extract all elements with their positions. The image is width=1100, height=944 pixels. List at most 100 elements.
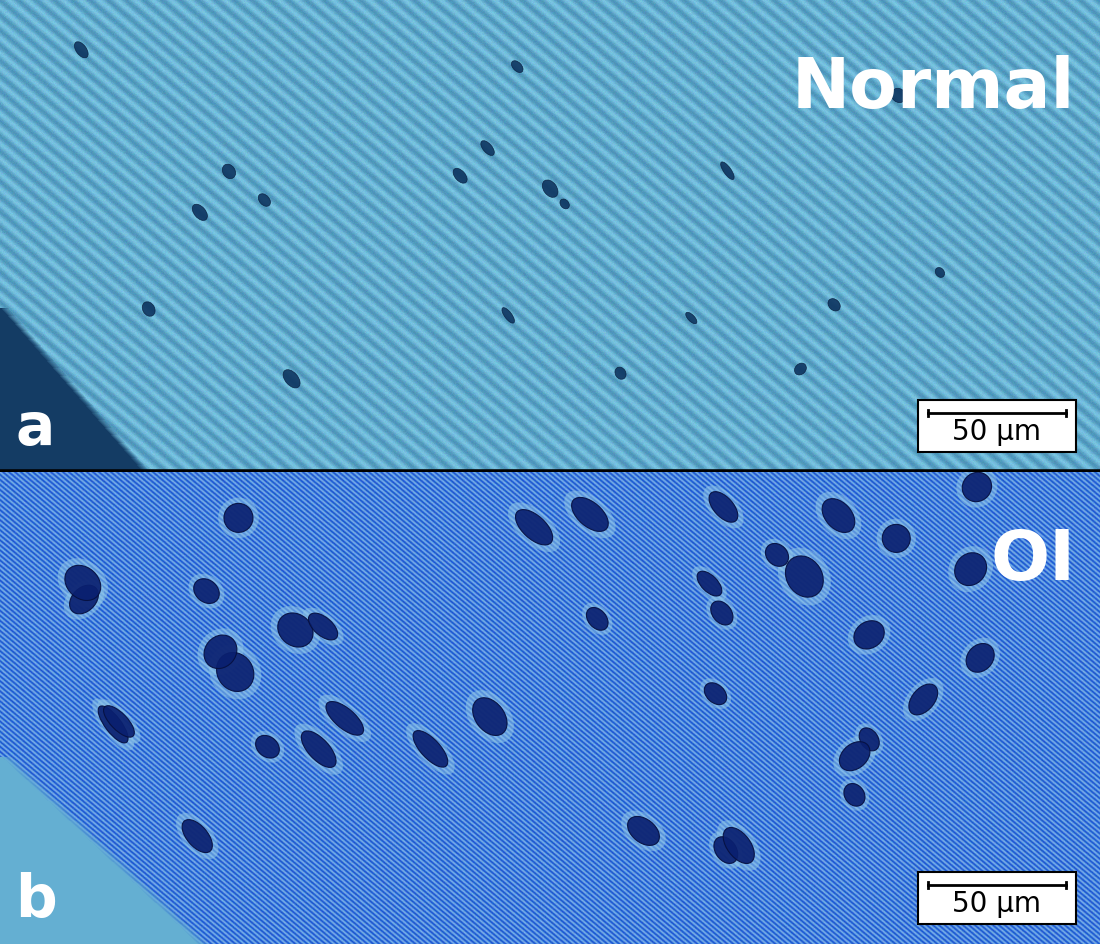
Ellipse shape (69, 585, 98, 614)
Ellipse shape (194, 579, 219, 603)
Ellipse shape (453, 168, 468, 183)
Text: a: a (15, 400, 54, 457)
Ellipse shape (882, 524, 911, 552)
Ellipse shape (98, 700, 141, 744)
Ellipse shape (685, 312, 697, 324)
Ellipse shape (714, 836, 738, 864)
Ellipse shape (318, 695, 371, 742)
Ellipse shape (204, 635, 236, 668)
Ellipse shape (502, 308, 515, 323)
Ellipse shape (960, 638, 1000, 678)
Ellipse shape (855, 723, 883, 755)
Ellipse shape (301, 731, 337, 767)
FancyBboxPatch shape (918, 872, 1076, 924)
Ellipse shape (706, 597, 737, 630)
Ellipse shape (98, 706, 128, 743)
Ellipse shape (271, 606, 320, 654)
Text: 50 μm: 50 μm (953, 418, 1042, 446)
Ellipse shape (283, 370, 300, 388)
Ellipse shape (217, 652, 254, 692)
Ellipse shape (844, 784, 865, 806)
Ellipse shape (564, 491, 616, 538)
Ellipse shape (176, 813, 219, 859)
Ellipse shape (621, 811, 665, 851)
Ellipse shape (615, 367, 626, 379)
Ellipse shape (822, 498, 855, 532)
Ellipse shape (508, 502, 560, 552)
Ellipse shape (251, 731, 284, 763)
Ellipse shape (103, 706, 134, 737)
Ellipse shape (183, 819, 212, 852)
Ellipse shape (258, 194, 271, 207)
Ellipse shape (854, 621, 884, 649)
Ellipse shape (628, 817, 659, 846)
Ellipse shape (209, 645, 262, 700)
Ellipse shape (761, 539, 793, 571)
Ellipse shape (703, 485, 744, 529)
Ellipse shape (512, 60, 522, 73)
Ellipse shape (92, 699, 134, 750)
Ellipse shape (935, 267, 945, 278)
Ellipse shape (560, 199, 570, 209)
Ellipse shape (711, 601, 733, 625)
Ellipse shape (955, 553, 987, 585)
Ellipse shape (717, 820, 760, 870)
Ellipse shape (277, 613, 313, 647)
Ellipse shape (542, 180, 558, 197)
Ellipse shape (828, 298, 840, 311)
Ellipse shape (326, 701, 363, 735)
Text: OI: OI (990, 527, 1075, 594)
Text: 50 μm: 50 μm (953, 890, 1042, 918)
Ellipse shape (308, 613, 338, 640)
Ellipse shape (582, 603, 613, 634)
Ellipse shape (406, 723, 454, 774)
Ellipse shape (839, 742, 870, 770)
Ellipse shape (948, 547, 993, 592)
Ellipse shape (142, 302, 155, 316)
Ellipse shape (516, 510, 552, 545)
Ellipse shape (255, 735, 279, 758)
Ellipse shape (692, 566, 727, 601)
Ellipse shape (966, 644, 994, 672)
Ellipse shape (848, 615, 890, 654)
Ellipse shape (720, 162, 734, 179)
Ellipse shape (956, 466, 998, 508)
Ellipse shape (839, 779, 869, 811)
Ellipse shape (414, 731, 448, 767)
Ellipse shape (222, 164, 235, 178)
Ellipse shape (188, 574, 224, 608)
Ellipse shape (710, 492, 738, 522)
Ellipse shape (192, 204, 208, 221)
Ellipse shape (766, 544, 789, 566)
Ellipse shape (302, 608, 343, 646)
Ellipse shape (586, 608, 608, 631)
Ellipse shape (473, 698, 507, 735)
Ellipse shape (859, 728, 879, 750)
Ellipse shape (723, 828, 755, 864)
Ellipse shape (64, 580, 104, 619)
Ellipse shape (75, 42, 88, 58)
Ellipse shape (877, 519, 916, 558)
Ellipse shape (224, 503, 253, 532)
Ellipse shape (710, 832, 742, 868)
Ellipse shape (794, 363, 806, 375)
Ellipse shape (700, 679, 732, 709)
Ellipse shape (891, 89, 906, 103)
Ellipse shape (903, 678, 944, 721)
Ellipse shape (704, 683, 727, 704)
Ellipse shape (909, 684, 937, 715)
Ellipse shape (218, 497, 258, 538)
Ellipse shape (57, 558, 108, 608)
Text: b: b (15, 872, 57, 929)
Text: Normal: Normal (792, 55, 1075, 122)
Ellipse shape (481, 141, 494, 156)
FancyBboxPatch shape (918, 400, 1076, 452)
Ellipse shape (465, 690, 514, 743)
Ellipse shape (295, 724, 343, 775)
Ellipse shape (785, 556, 823, 598)
Ellipse shape (198, 629, 243, 675)
Ellipse shape (65, 565, 101, 600)
Ellipse shape (815, 492, 861, 539)
Ellipse shape (834, 736, 876, 777)
Ellipse shape (832, 59, 843, 71)
